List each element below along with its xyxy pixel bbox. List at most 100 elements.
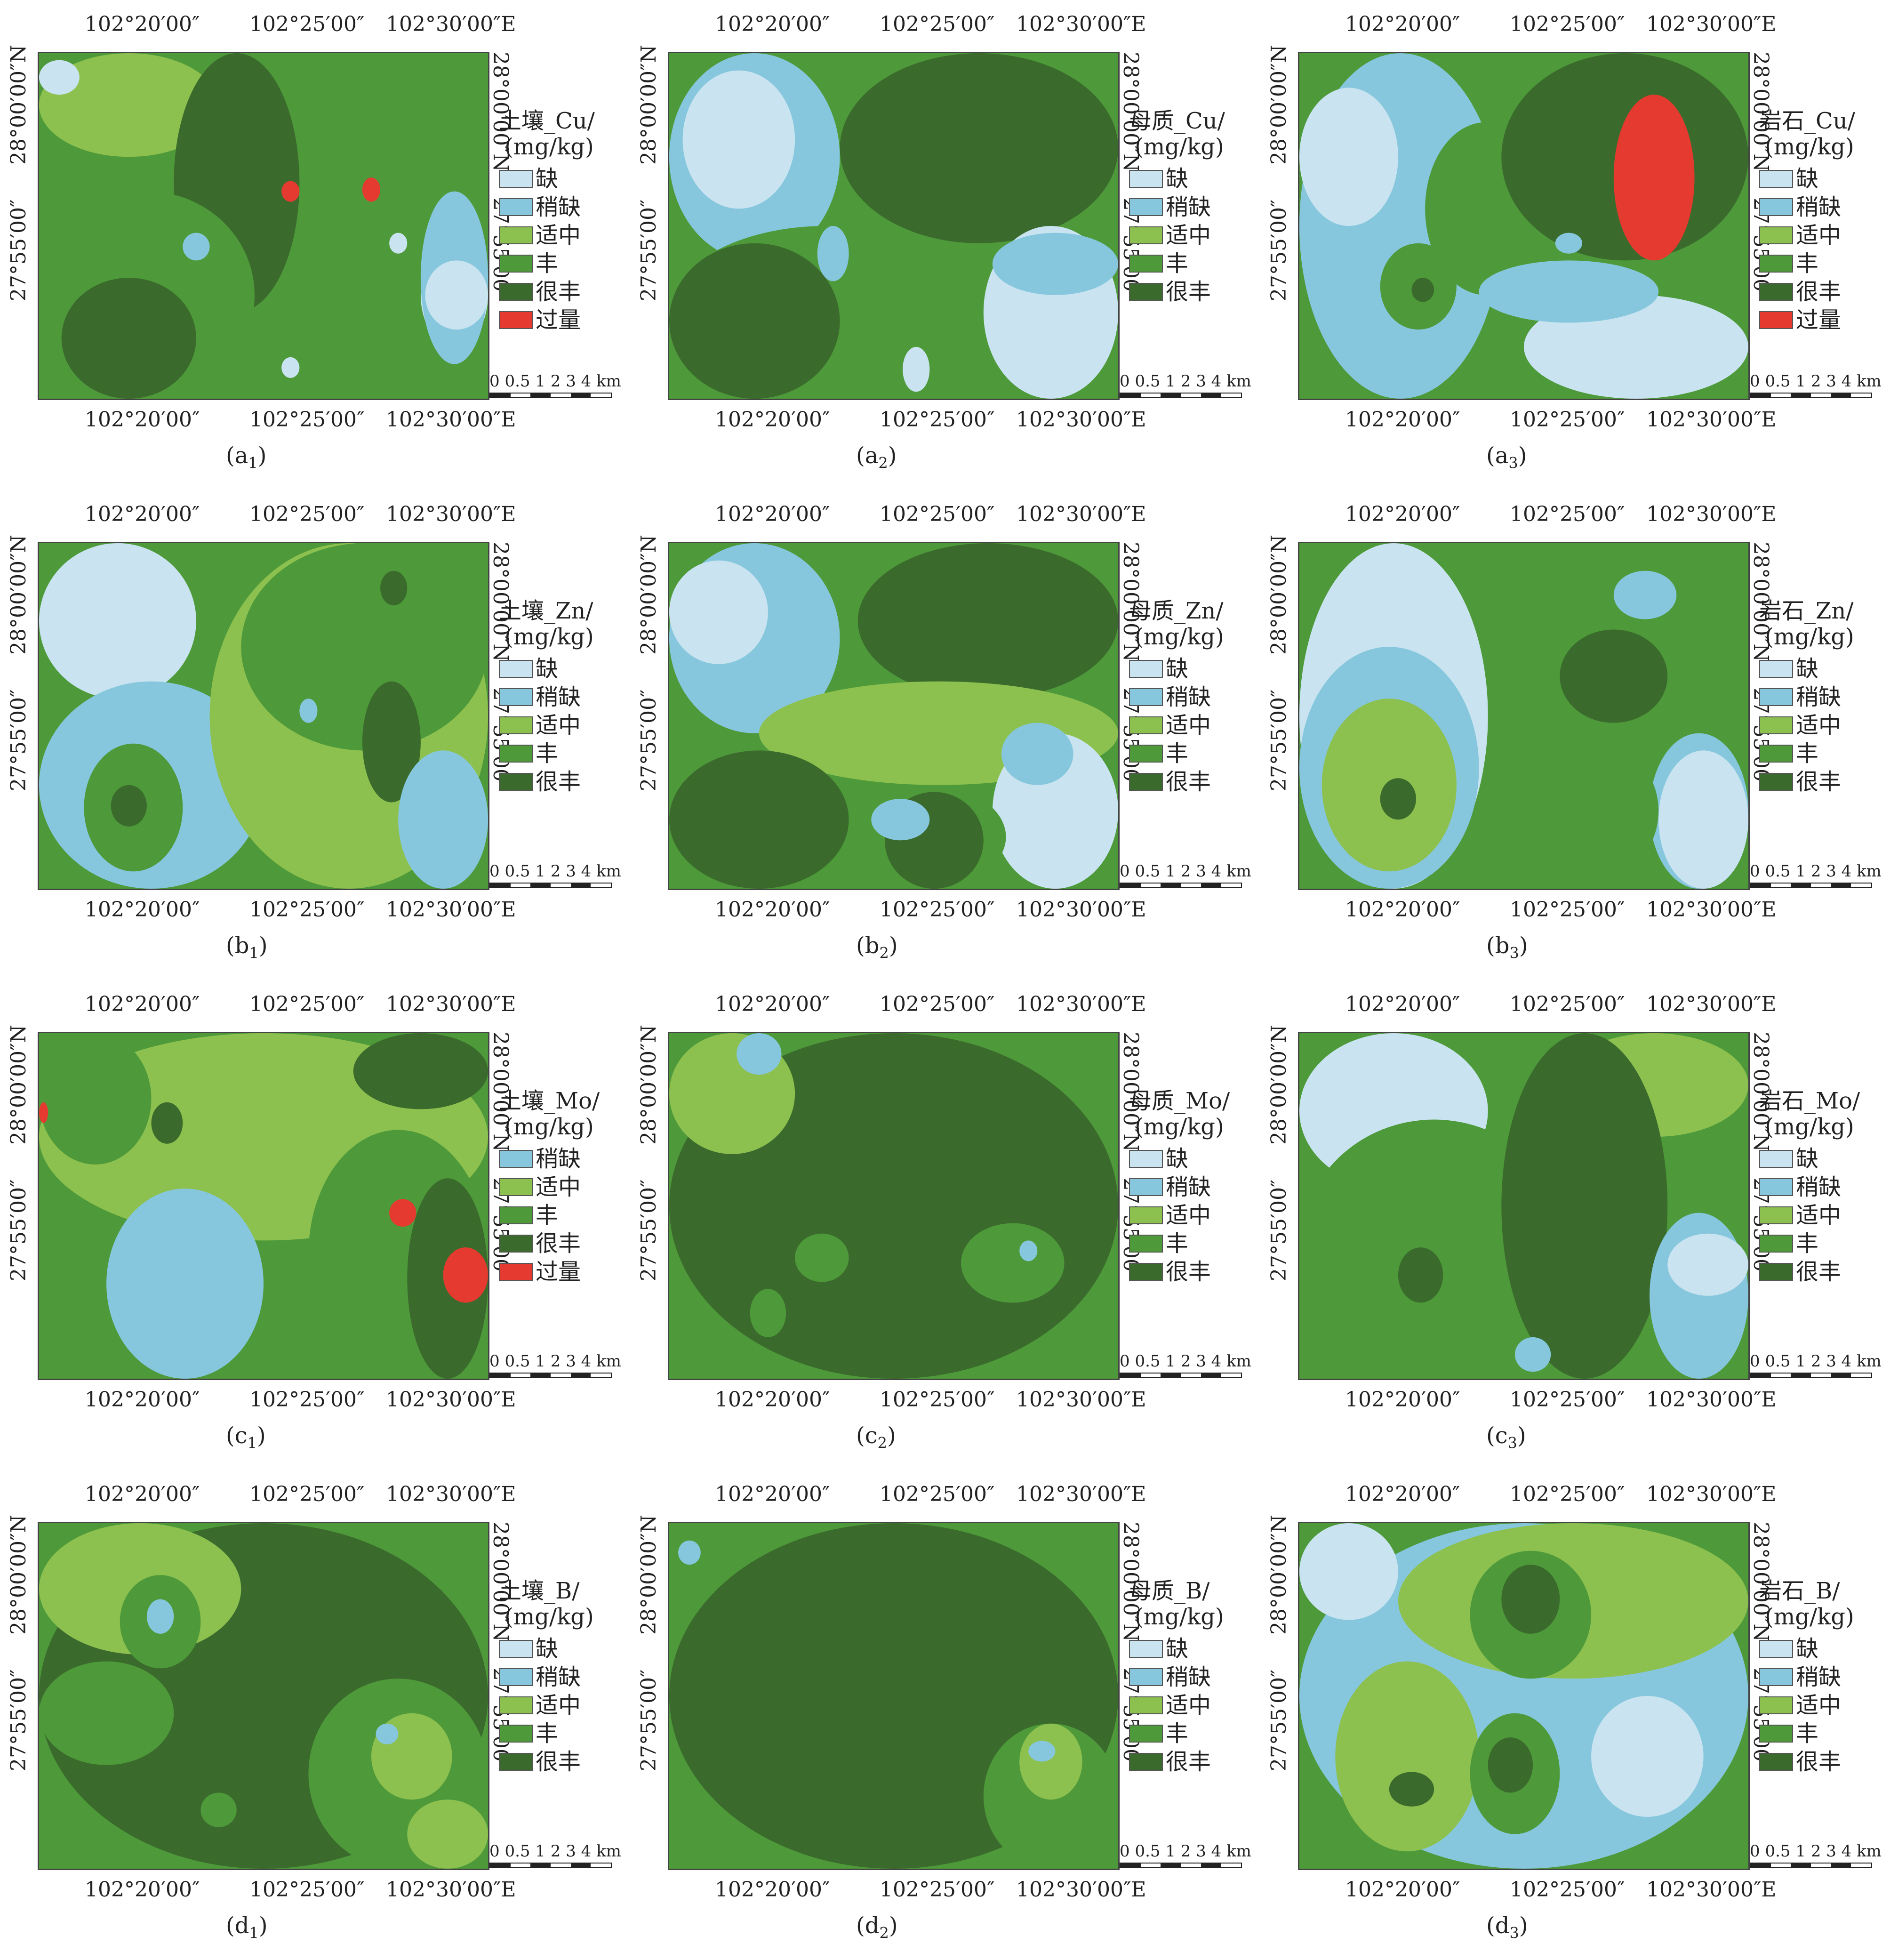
lon-bottom-label: 102°20′00″ [85, 898, 200, 922]
caption-index: 1 [249, 944, 259, 962]
scale-segment [1121, 394, 1141, 397]
caption-close: ) [889, 932, 898, 959]
legend-swatch [1759, 1696, 1793, 1715]
scale-bar: 0 0.5 1 2 3 4 km [489, 862, 631, 888]
scale-segment [1811, 1374, 1831, 1377]
zone-适中 [1335, 1661, 1479, 1852]
legend-label: 丰 [1796, 740, 1819, 767]
legend-item: 缺 [499, 655, 631, 683]
legend-title: 母质_B/ [1129, 1578, 1210, 1604]
map-panel-d1: 102°20′00″ 102°25′00″ 102°30′00″E 102°20′00… [0, 1470, 630, 1960]
legend-item: 缺 [1129, 165, 1261, 193]
caption-letter: (a [226, 442, 248, 469]
lat-left-label: 27°55′00″ [1267, 1179, 1291, 1281]
zone-缺 [669, 560, 768, 664]
lon-top-label: 102°30′00″E [1646, 502, 1777, 526]
legend-swatch [499, 688, 533, 707]
lon-bottom-label: 102°20′00″ [715, 1878, 830, 1902]
zone-稍缺 [398, 750, 488, 889]
lat-left-label: 27°55′00″ [637, 199, 661, 301]
zone-缺 [389, 233, 408, 254]
map-d1 [38, 1522, 489, 1870]
caption-close: ) [887, 1422, 896, 1449]
scale-bar: 0 0.5 1 2 3 4 km [489, 1352, 631, 1378]
legend-item: 很丰 [1129, 278, 1261, 306]
panel-caption: (d2) [856, 1912, 898, 1942]
legend-item: 很丰 [1129, 1258, 1261, 1286]
legend-label: 稍缺 [1166, 193, 1211, 220]
scale-segment [1851, 884, 1871, 887]
scale-segment [1221, 394, 1241, 397]
scale-bar: 0 0.5 1 2 3 4 km [1120, 372, 1261, 398]
lon-bottom-label: 102°30′00″E [1016, 1878, 1146, 1902]
legend-swatch [499, 1753, 533, 1771]
legend-label: 很丰 [1166, 1748, 1211, 1775]
scale-label: 0 0.5 1 2 3 4 km [489, 862, 621, 881]
scale-segment [1141, 394, 1161, 397]
legend-swatch [1129, 1150, 1163, 1168]
legend-title: 岩石_Zn/ [1759, 598, 1854, 624]
lon-top-label: 102°25′00″ [249, 992, 365, 1016]
scale-segment [591, 884, 611, 887]
zone-稍缺 [737, 1033, 782, 1075]
zone-稍缺 [376, 1723, 399, 1744]
zone-丰 [39, 1661, 174, 1765]
scale-bar: 0 0.5 1 2 3 4 km [1750, 372, 1890, 398]
scale-label: 0 0.5 1 2 3 4 km [1750, 1842, 1882, 1861]
legend-swatch [1759, 660, 1793, 678]
legend-item: 稍缺 [1759, 1663, 1890, 1691]
scale-graphic [1120, 393, 1242, 398]
lon-top-label: 102°25′00″ [1510, 12, 1625, 36]
legend-label: 稍缺 [1166, 683, 1211, 710]
panel-caption: (b1) [226, 932, 268, 962]
lon-top-label: 102°20′00″ [1345, 502, 1460, 526]
legend-item: 丰 [1129, 1229, 1261, 1258]
zone-稍缺 [678, 1540, 701, 1565]
legend-d3: 岩石_B/(mg/kg) 缺稍缺 适中丰很丰 [1759, 1578, 1890, 1776]
lat-left-label: 28°00′00″N [637, 45, 661, 165]
scale-segment [1141, 1864, 1161, 1867]
lon-bottom-label: 102°20′00″ [85, 408, 200, 432]
legend-swatch [1129, 660, 1163, 678]
scale-segment [1811, 394, 1831, 397]
scale-segment [1221, 1374, 1241, 1377]
zone-很丰 [380, 570, 408, 606]
legend-label: 缺 [1796, 655, 1819, 682]
scale-graphic [1750, 393, 1872, 398]
legend-unit: (mg/kg) [505, 624, 594, 651]
legend-swatch [499, 283, 533, 301]
map-zones-b2 [669, 543, 1118, 889]
map-b2 [668, 542, 1120, 890]
zone-稍缺 [299, 699, 318, 723]
legend-label: 很丰 [1166, 768, 1211, 795]
zone-很丰 [353, 1033, 488, 1109]
legend-unit: (mg/kg) [1765, 134, 1854, 161]
legend-list: 缺稍缺 适中丰很丰 [1759, 1635, 1890, 1776]
scale-segment [1121, 1374, 1141, 1377]
legend-label: 很丰 [536, 1230, 581, 1257]
legend-label: 丰 [536, 1720, 559, 1747]
legend-label: 很丰 [536, 1748, 581, 1775]
legend-b2: 母质_Zn/(mg/kg) 缺稍缺 适中丰很丰 [1129, 598, 1261, 796]
caption-close: ) [1517, 1422, 1526, 1449]
panel-caption: (b2) [856, 932, 898, 962]
zone-丰 [1560, 750, 1659, 872]
scale-segment [1751, 394, 1771, 397]
zone-稍缺 [1479, 260, 1659, 323]
lon-bottom-label: 102°20′00″ [1345, 1878, 1460, 1902]
map-panel-b3: 102°20′00″ 102°25′00″ 102°30′00″E 102°20′00… [1260, 490, 1890, 980]
zone-稍缺 [992, 233, 1118, 295]
legend-d2: 母质_B/(mg/kg) 缺稍缺 适中丰很丰 [1129, 1578, 1261, 1776]
lon-bottom-label: 102°20′00″ [715, 1388, 830, 1412]
panel-caption: (c1) [226, 1422, 266, 1452]
caption-letter: (c [856, 1422, 878, 1449]
legend-swatch [1129, 1725, 1163, 1743]
legend-label: 很丰 [1796, 768, 1842, 795]
legend-item: 适中 [499, 711, 631, 739]
zone-很丰 [840, 53, 1118, 243]
scale-segment [1221, 1864, 1241, 1867]
lon-bottom-label: 102°30′00″E [1016, 408, 1146, 432]
zone-稍缺 [871, 799, 930, 841]
legend-swatch [1129, 255, 1163, 273]
legend-swatch [1759, 1263, 1793, 1281]
